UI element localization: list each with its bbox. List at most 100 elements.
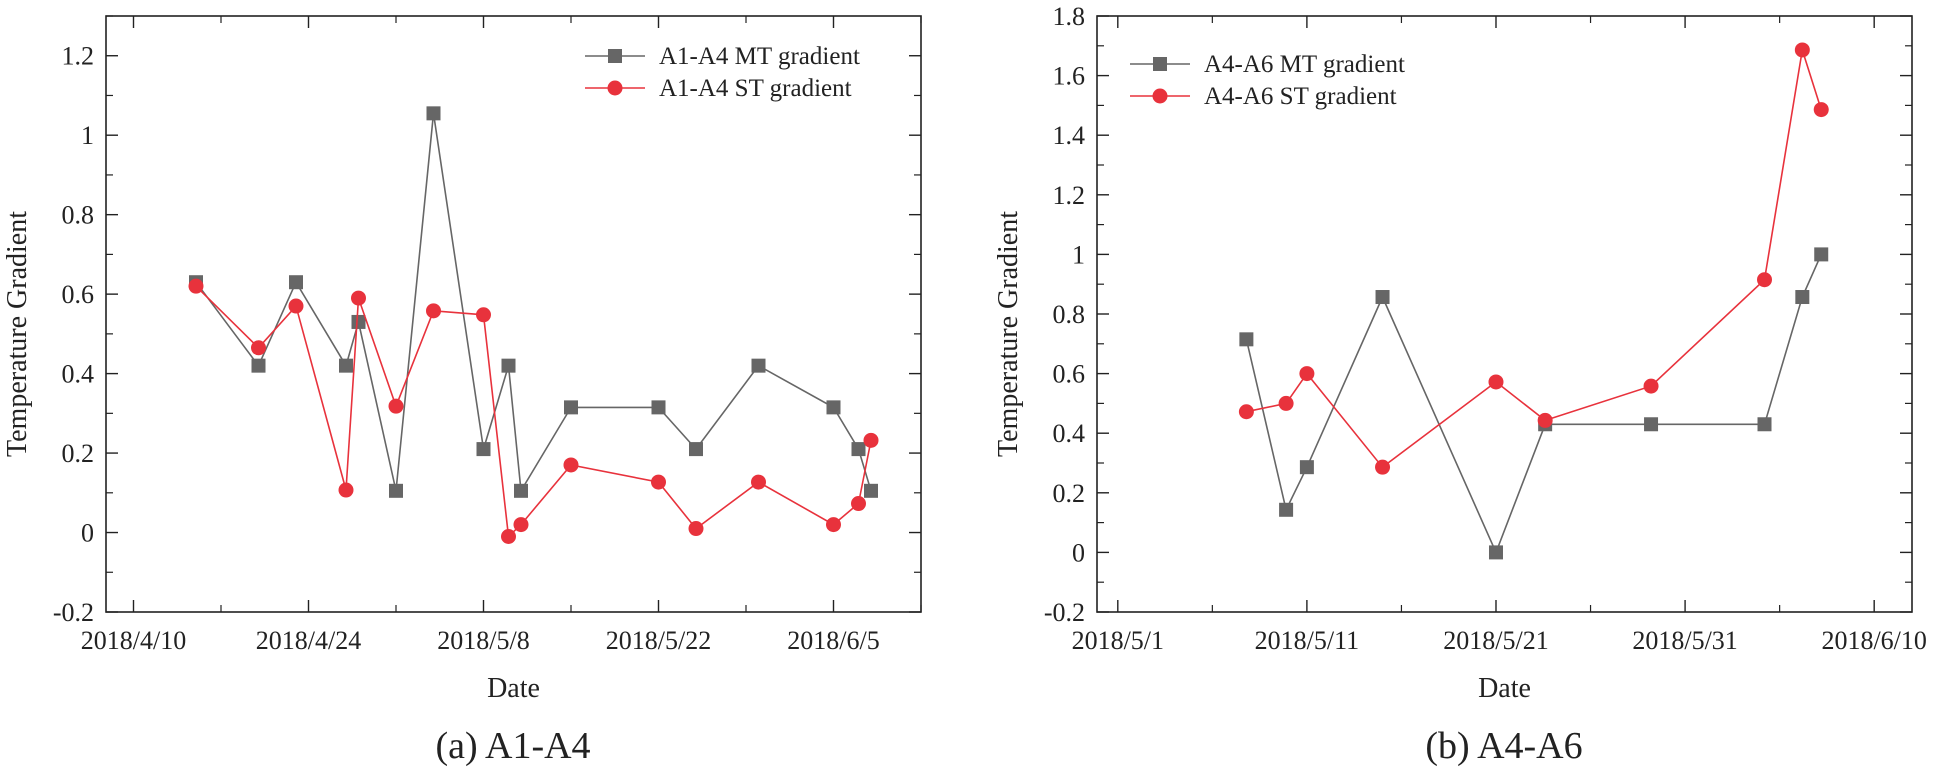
data-point <box>501 358 516 373</box>
panel-caption: (b) A4-A6 <box>1425 725 1582 767</box>
data-point <box>1488 545 1503 560</box>
data-point <box>864 483 878 498</box>
y-tick-label: 1.2 <box>62 42 95 71</box>
data-point <box>1814 247 1829 262</box>
data-point <box>288 298 304 314</box>
y-tick-label: 0 <box>1072 538 1085 567</box>
y-tick-label: 0.6 <box>1053 360 1086 389</box>
legend-label: A4-A6 MT gradient <box>1204 51 1405 78</box>
data-point <box>851 496 866 512</box>
data-point <box>1757 417 1772 432</box>
data-point <box>651 474 666 490</box>
data-point <box>1299 460 1314 475</box>
legend-marker <box>1152 88 1168 104</box>
legend-label: A1-A4 MT gradient <box>659 43 860 70</box>
x-tick-label: 2018/5/31 <box>1632 626 1737 655</box>
y-tick-label: 0.2 <box>62 439 95 468</box>
data-point <box>1278 395 1294 411</box>
data-point <box>863 432 879 448</box>
data-point <box>351 314 366 329</box>
legend: A4-A6 MT gradient A4-A6 ST gradient <box>1130 51 1405 110</box>
data-point <box>1795 290 1810 305</box>
data-point <box>338 482 354 498</box>
data-point <box>1757 272 1773 288</box>
y-tick-label: 1.8 <box>1053 2 1086 31</box>
data-point <box>1537 412 1553 428</box>
y-tick-label: 1 <box>81 121 94 150</box>
y-axis-title: Temperature Gradient <box>2 211 33 457</box>
plot-frame-a <box>105 15 922 613</box>
series-line-2 <box>1246 49 1822 469</box>
data-point <box>1279 502 1294 517</box>
data-point <box>388 398 404 414</box>
data-point <box>751 358 766 373</box>
y-tick-label: 1 <box>1072 240 1085 269</box>
y-tick-label: 0.8 <box>1053 300 1086 329</box>
legend-marker <box>608 49 622 63</box>
data-point <box>339 358 353 373</box>
data-point <box>1813 102 1829 118</box>
data-point <box>1239 332 1254 347</box>
data-point <box>564 400 578 415</box>
legend: A1-A4 MT gradient A1-A4 ST gradient <box>585 43 860 102</box>
legend-label: A1-A4 ST gradient <box>659 75 852 102</box>
data-point <box>851 442 866 457</box>
legend-marker <box>607 80 623 96</box>
x-tick-label: 2018/5/1 <box>1072 626 1164 655</box>
chart-panel-b: -0.2 0 0.2 0.4 0.6 0.8 1 1.2 1.4 1.6 1.8 2018/5/1 20… <box>993 2 1927 767</box>
x-tick-label: 2018/6/10 <box>1821 626 1926 655</box>
data-point <box>289 275 303 290</box>
y-tick-label: 0.2 <box>1053 479 1086 508</box>
data-point <box>1643 378 1659 394</box>
y-tick-label: 1.2 <box>1053 181 1086 210</box>
data-point <box>426 106 441 121</box>
data-point <box>426 303 441 319</box>
data-point <box>826 400 841 415</box>
data-point <box>188 278 204 294</box>
y-tick-label: 0 <box>81 519 94 548</box>
x-tick-label: 2018/5/8 <box>437 626 529 655</box>
y-tick-label: 0.4 <box>1053 419 1086 448</box>
data-point <box>563 457 579 473</box>
data-point <box>1794 42 1810 58</box>
y-tick-label: 0.4 <box>62 360 95 389</box>
y-tick-label: 0.8 <box>62 201 95 230</box>
data-point <box>1299 366 1315 382</box>
data-point <box>1644 417 1659 432</box>
x-tick-label: 2018/6/5 <box>787 626 879 655</box>
data-point <box>501 529 516 545</box>
series-line-1 <box>1245 254 1822 555</box>
data-point <box>826 517 841 533</box>
y-tick-label: 1.6 <box>1053 62 1086 91</box>
data-point <box>476 442 491 457</box>
data-point <box>351 290 366 306</box>
data-point <box>476 307 491 323</box>
y-tick-label: 1.4 <box>1053 121 1086 150</box>
data-point <box>689 442 703 457</box>
data-point <box>1488 374 1504 390</box>
data-point <box>751 474 766 490</box>
x-axis-title: Date <box>487 673 540 704</box>
y-axis-title: Temperature Gradient <box>993 211 1024 457</box>
data-point <box>1375 459 1391 475</box>
x-tick-label: 2018/4/10 <box>81 626 186 655</box>
chart-panel-a: -0.2 0 0.2 0.4 0.6 0.8 1 1.2 2018/4/10 2018/4/24 2… <box>2 15 922 767</box>
data-point <box>389 483 403 498</box>
legend-marker <box>1153 57 1167 71</box>
y-tick-label: -0.2 <box>1044 598 1085 627</box>
x-tick-label: 2018/5/11 <box>1255 626 1359 655</box>
y-tick-label: -0.2 <box>53 598 94 627</box>
data-point <box>513 517 529 533</box>
x-axis-title: Date <box>1478 673 1531 704</box>
panel-caption: (a) A1-A4 <box>435 725 590 767</box>
y-tick-label: 0.6 <box>62 280 95 309</box>
x-tick-label: 2018/5/22 <box>606 626 711 655</box>
x-tick-label: 2018/4/24 <box>256 626 361 655</box>
data-point <box>251 340 266 356</box>
data-point <box>688 521 704 537</box>
legend-label: A4-A6 ST gradient <box>1204 83 1397 110</box>
data-point <box>1238 404 1254 420</box>
x-tick-label: 2018/5/21 <box>1443 626 1548 655</box>
series-line-2 <box>195 285 872 539</box>
